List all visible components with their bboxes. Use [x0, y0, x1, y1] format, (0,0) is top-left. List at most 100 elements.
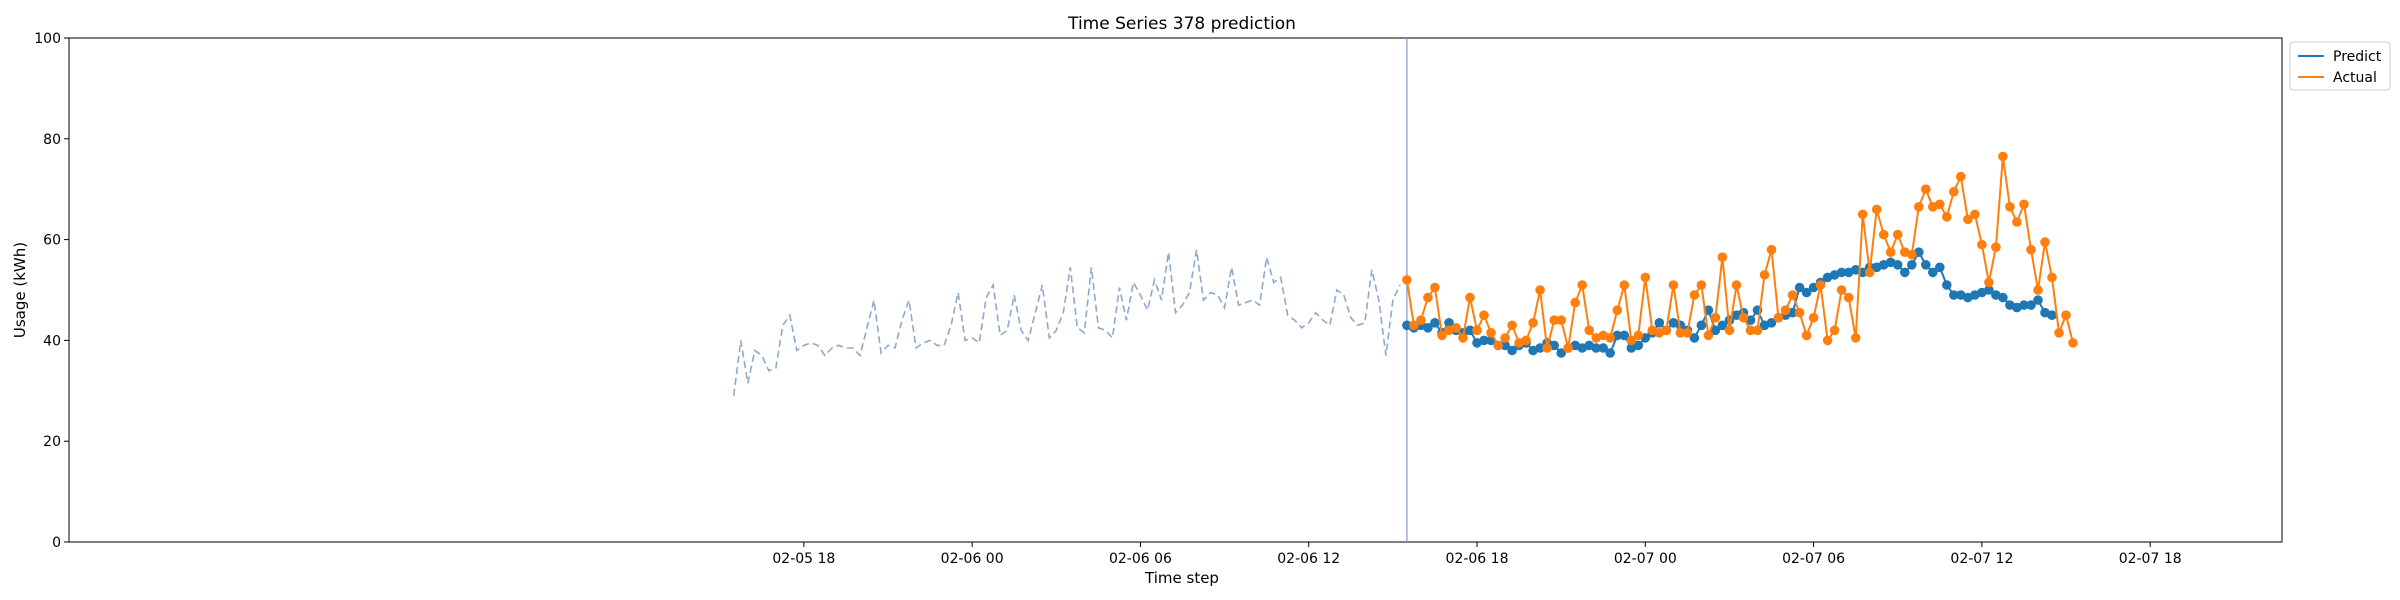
actual-point: [1956, 171, 1966, 182]
actual-point: [2061, 310, 2071, 321]
predict-point: [1949, 290, 1959, 300]
x-tick-label: 02-05 18: [772, 551, 835, 567]
predict-point: [1633, 340, 1644, 351]
x-axis-title: Time step: [1144, 569, 1219, 587]
x-tick-label: 02-07 00: [1614, 551, 1677, 567]
actual-point: [1409, 320, 1419, 331]
actual-point: [1535, 285, 1545, 295]
legend-label-predict: Predict: [2333, 49, 2382, 65]
actual-point: [1584, 325, 1594, 336]
x-tick-label: 02-07 06: [1782, 551, 1845, 567]
actual-point: [1998, 151, 2008, 162]
actual-point: [2068, 338, 2078, 348]
actual-point: [1549, 315, 1559, 326]
predict-point: [1935, 262, 1945, 273]
predict-point: [1900, 267, 1910, 278]
actual-point: [1752, 325, 1763, 336]
predict-point: [2026, 300, 2036, 310]
legend: Predict Actual: [2289, 41, 2391, 91]
actual-point: [1977, 239, 1987, 250]
actual-point: [1843, 292, 1854, 303]
actual-point: [1479, 310, 1489, 321]
actual-point: [1556, 315, 1566, 326]
actual-point: [1661, 325, 1672, 336]
predict-point: [1710, 325, 1721, 336]
actual-point: [1864, 267, 1875, 278]
x-tick-label: 02-06 12: [1277, 551, 1340, 567]
predict-point: [1801, 287, 1812, 298]
actual-point: [1437, 330, 1447, 341]
actual-point: [1857, 209, 1868, 220]
actual-point: [1465, 292, 1475, 303]
plot-area: 0 20 40 60 80 100 02-05 18 02-06 00 02-06 06 02-0…: [34, 31, 2283, 567]
actual-point: [1871, 204, 1882, 215]
actual-point: [1577, 280, 1587, 290]
actual-point: [1738, 312, 1749, 323]
actual-point: [1878, 229, 1889, 240]
actual-point: [1949, 186, 1959, 197]
actual-point: [1423, 292, 1433, 303]
predict-point: [1430, 318, 1440, 328]
predict-point: [1689, 333, 1700, 343]
actual-point: [1794, 307, 1805, 318]
actual-point: [1500, 333, 1510, 343]
actual-point: [1542, 343, 1552, 353]
actual-point: [1766, 244, 1777, 255]
actual-point: [1710, 312, 1721, 323]
actual-series: [1402, 151, 2078, 353]
y-tick-label: 60: [43, 233, 61, 249]
predict-point: [1942, 280, 1952, 290]
actual-point: [1801, 330, 1812, 341]
predict-point: [1507, 345, 1517, 356]
actual-point: [2040, 237, 2050, 247]
actual-point: [1970, 209, 1980, 220]
predict-point: [1535, 343, 1545, 353]
predict-point: [1605, 348, 1615, 358]
actual-point: [1402, 275, 1412, 285]
actual-point: [1689, 290, 1700, 300]
actual-point: [1605, 333, 1615, 343]
actual-point: [1850, 333, 1861, 343]
predict-point: [1892, 260, 1903, 270]
actual-point: [1829, 325, 1840, 336]
actual-point: [2005, 202, 2015, 212]
actual-point: [1773, 312, 1784, 323]
actual-point: [2026, 244, 2036, 255]
actual-point: [1640, 272, 1651, 283]
actual-point: [1528, 318, 1538, 328]
predict-point: [1907, 260, 1917, 270]
actual-point: [1612, 305, 1623, 316]
actual-point: [1745, 325, 1756, 336]
actual-point: [2054, 328, 2064, 338]
y-tick-label: 100: [34, 31, 61, 47]
actual-point: [1570, 297, 1580, 308]
actual-point: [1907, 249, 1917, 260]
y-tick-label: 20: [43, 434, 61, 450]
predict-point: [2033, 295, 2043, 305]
x-tick-label: 02-07 18: [2119, 551, 2182, 567]
actual-point: [1416, 315, 1426, 326]
legend-label-actual: Actual: [2333, 70, 2377, 86]
actual-point: [1815, 280, 1826, 290]
actual-point: [1808, 312, 1819, 323]
predict-point: [1619, 330, 1630, 341]
y-axis-title: Usage (kWh): [11, 242, 29, 338]
actual-point: [1984, 277, 1994, 288]
actual-point: [1507, 320, 1517, 331]
actual-point: [1963, 214, 1973, 225]
actual-point: [1885, 247, 1896, 257]
actual-point: [1472, 325, 1482, 336]
actual-point: [2047, 272, 2057, 283]
predict-point: [1500, 340, 1510, 351]
x-tick-label: 02-06 00: [941, 551, 1004, 567]
predict-point: [1444, 318, 1454, 328]
actual-point: [1696, 280, 1707, 290]
predict-point: [1598, 343, 1608, 353]
predict-point: [1479, 335, 1489, 346]
predict-point: [1928, 267, 1938, 278]
actual-point: [1942, 212, 1952, 222]
actual-point: [1717, 252, 1728, 262]
actual-point: [1633, 330, 1644, 341]
predict-point: [1794, 282, 1805, 293]
